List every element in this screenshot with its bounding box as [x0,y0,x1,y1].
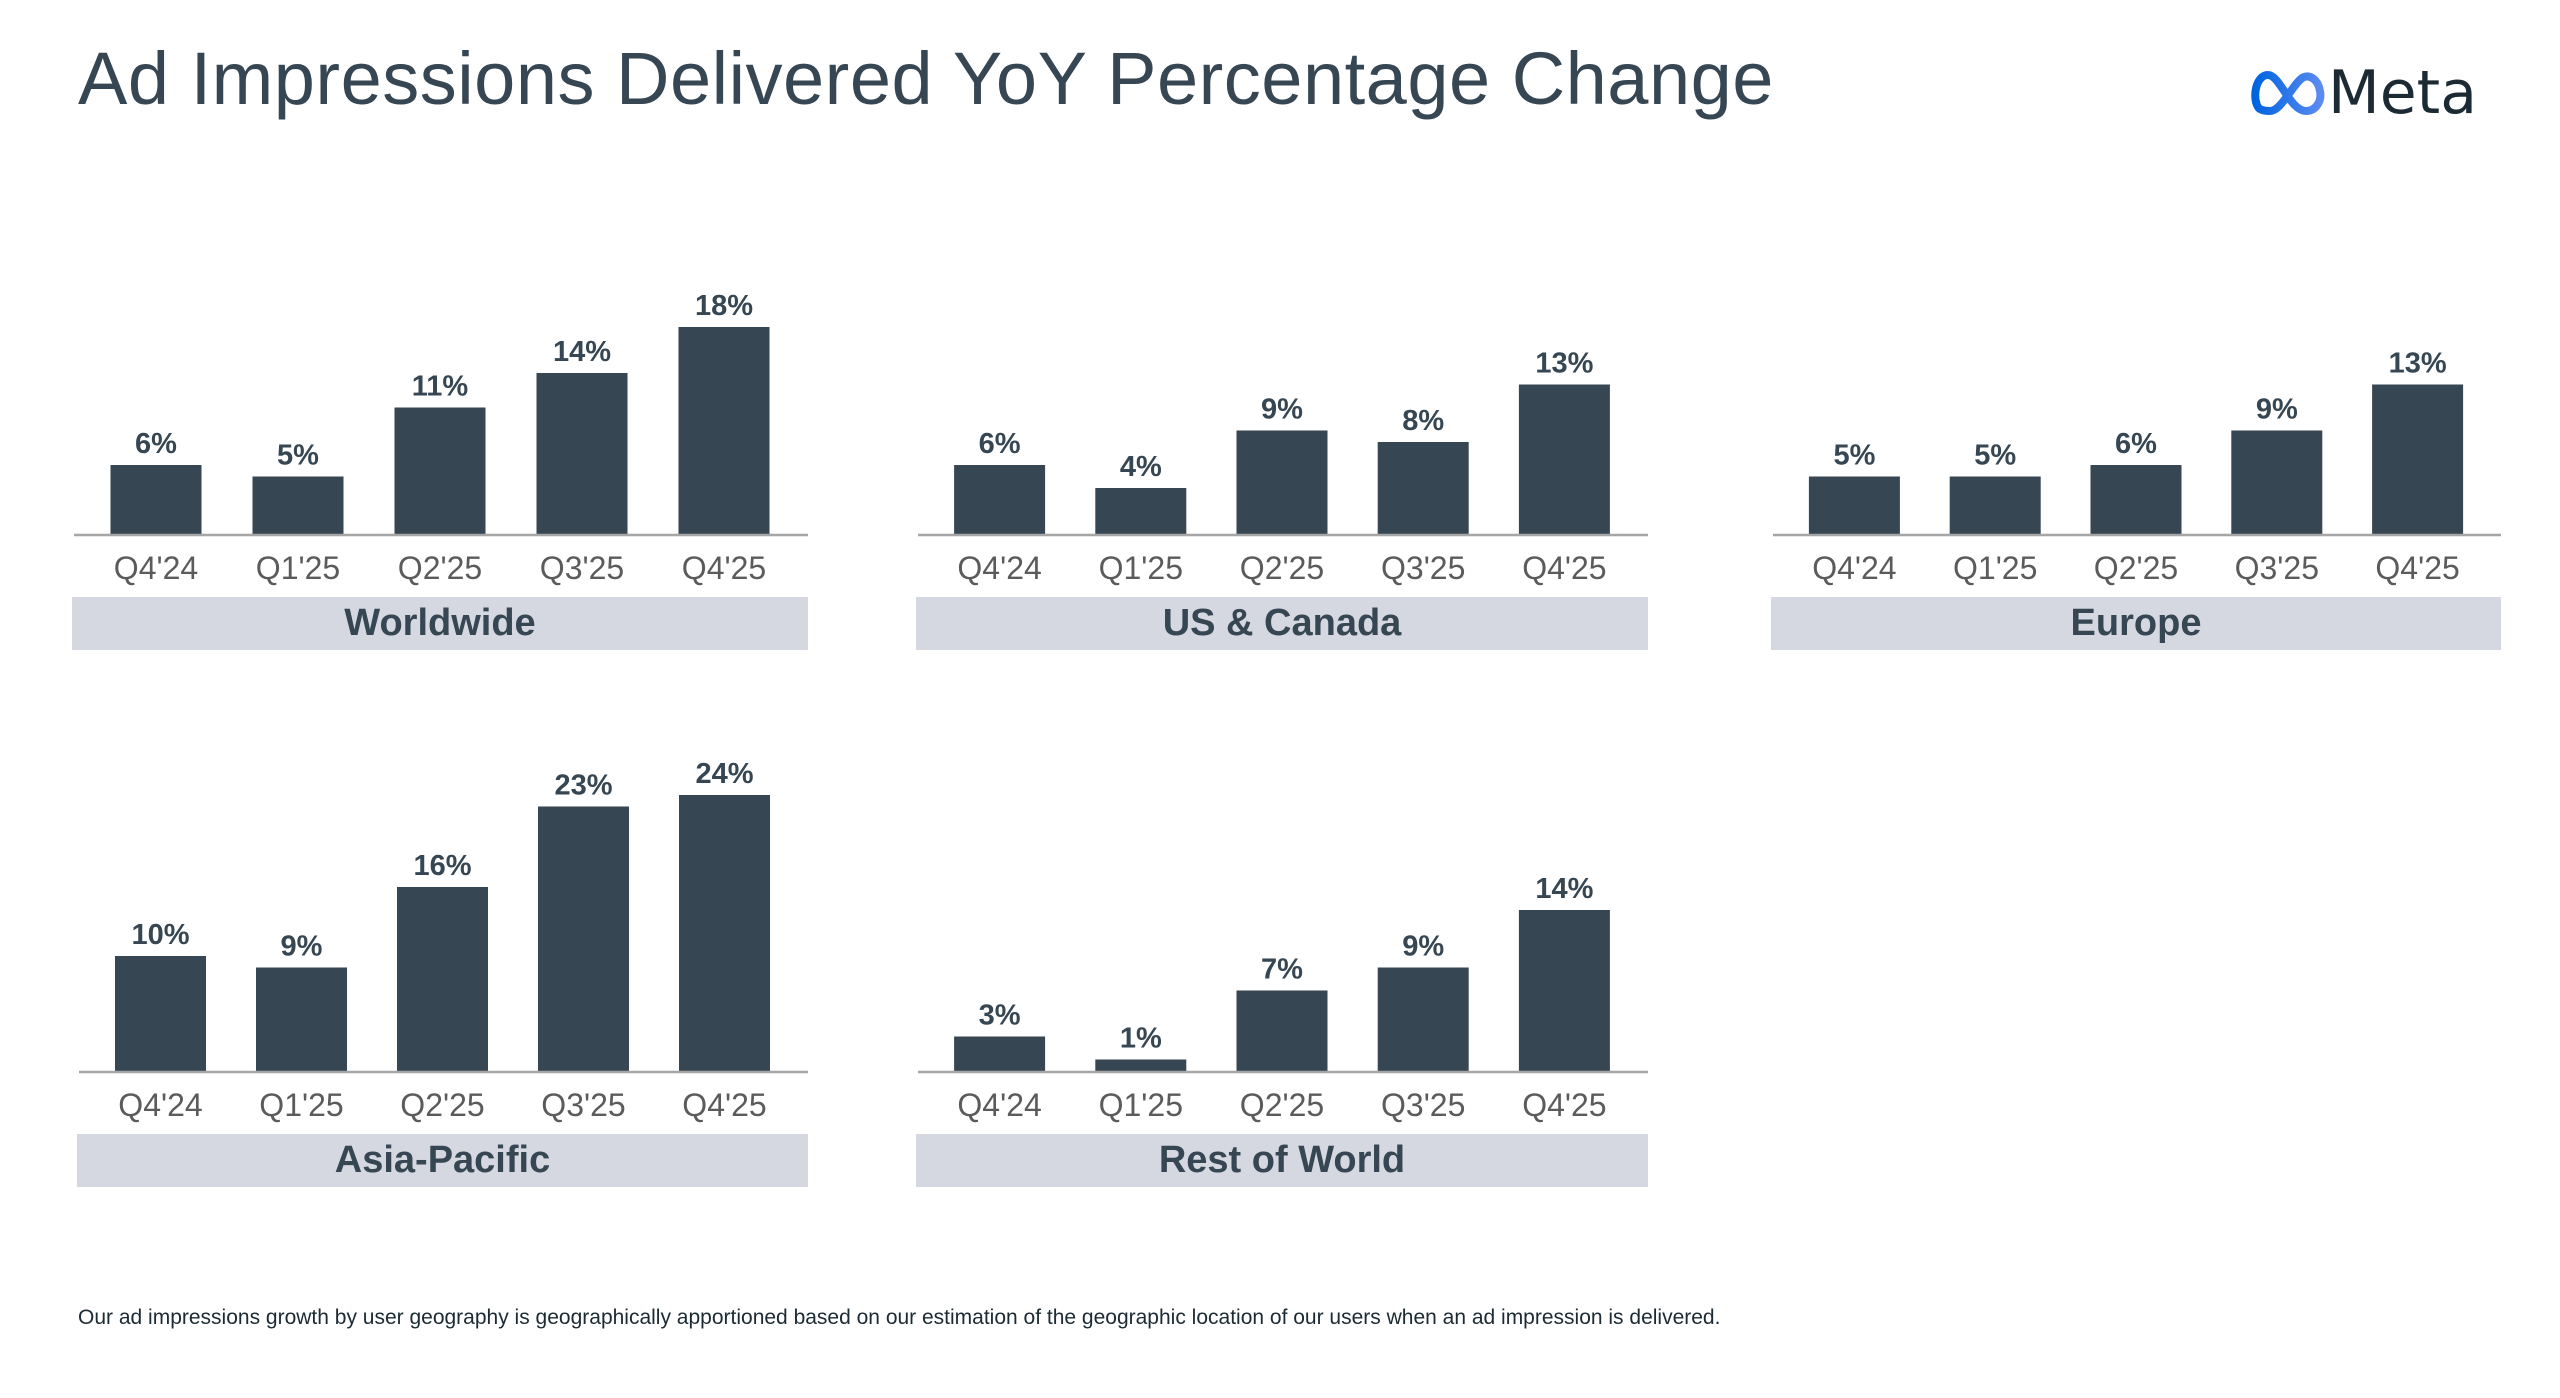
bar-q2-25 [397,887,488,1071]
bar-q1-25 [256,967,347,1071]
bar-q3-25 [536,373,628,534]
meta-infinity-icon [2251,71,2325,115]
x-tick-label: Q2'25 [400,1087,484,1123]
data-label: 16% [413,850,471,882]
data-label: 9% [2256,394,2298,426]
chart-title-band: Rest of World [916,1134,1648,1187]
x-tick-label: Q2'25 [398,550,482,586]
x-tick-label: Q1'25 [259,1087,343,1123]
bar-q3-25 [538,806,629,1071]
x-tick-label: Q4'25 [682,550,766,586]
bar-chart-worldwide: 6% Q4'24 5% Q1'25 11% Q2'25 14% Q3'25 18% Q4'25 [74,290,808,586]
chart-title-band: Europe [1771,597,2501,650]
data-label: 14% [553,336,611,368]
bar-q4-25 [2372,384,2464,534]
x-tick-label: Q1'25 [1099,550,1183,586]
bar-q4-25 [1518,910,1610,1071]
data-label: 9% [281,931,323,963]
data-label: 6% [2115,428,2157,460]
bar-q4-24 [110,465,202,534]
bar-q4-24 [1808,476,1900,534]
bar-q3-25 [1377,967,1469,1071]
bar-q4-25 [678,327,770,534]
x-tick-label: Q4'24 [957,1087,1041,1123]
bar-chart-us-canada: 6% Q4'24 4% Q1'25 9% Q2'25 8% Q3'25 13% Q4'25 [918,348,1648,586]
x-tick-label: Q1'25 [256,550,340,586]
bar-q4-24 [954,465,1046,534]
bar-chart-europe: 5% Q4'24 5% Q1'25 6% Q2'25 9% Q3'25 13% Q4'25 [1773,348,2501,586]
data-label: 7% [1261,954,1303,986]
data-label: 5% [277,440,319,472]
data-label: 8% [1402,405,1444,437]
x-tick-label: Q4'24 [118,1087,202,1123]
data-label: 6% [979,428,1021,460]
data-label: 5% [1974,440,2016,472]
x-tick-label: Q1'25 [1099,1087,1183,1123]
x-tick-label: Q3'25 [541,1087,625,1123]
x-tick-label: Q2'25 [1240,550,1324,586]
chart-title-band: Asia-Pacific [77,1134,808,1187]
x-tick-label: Q4'25 [1522,1087,1606,1123]
x-tick-label: Q3'25 [540,550,624,586]
x-tick-label: Q4'24 [957,550,1041,586]
bar-chart-asia-pacific: 10% Q4'24 9% Q1'25 16% Q2'25 23% Q3'25 24% Q4'25 [79,758,808,1123]
data-label: 14% [1535,873,1593,905]
meta-logo: Meta [2250,58,2477,128]
x-tick-label: Q3'25 [1381,1087,1465,1123]
footnote: Our ad impressions growth by user geogra… [78,1306,1721,1329]
x-tick-label: Q3'25 [2235,550,2319,586]
data-label: 18% [695,290,753,322]
meta-logo-text: Meta [2328,58,2477,128]
x-tick-label: Q4'24 [114,550,198,586]
data-label: 9% [1261,394,1303,426]
bar-q2-25 [1236,430,1328,534]
bar-q1-25 [1949,476,2041,534]
page-title: Ad Impressions Delivered YoY Percentage … [78,37,1774,120]
data-label: 1% [1120,1023,1162,1055]
data-label: 9% [1402,931,1444,963]
x-tick-label: Q4'25 [2375,550,2459,586]
data-label: 3% [979,1000,1021,1032]
x-tick-label: Q4'25 [1522,550,1606,586]
x-tick-label: Q2'25 [1240,1087,1324,1123]
data-label: 6% [135,428,177,460]
bar-q4-24 [954,1036,1046,1071]
bar-q2-25 [394,407,486,534]
bar-q2-25 [2090,465,2182,534]
chart-title-band: Worldwide [72,597,808,650]
x-tick-label: Q4'25 [682,1087,766,1123]
x-tick-label: Q2'25 [2094,550,2178,586]
bar-q1-25 [1095,488,1187,534]
data-label: 13% [2389,348,2447,380]
data-label: 13% [1535,348,1593,380]
bar-q4-25 [679,795,770,1071]
data-label: 11% [412,371,469,403]
bar-q1-25 [1095,1059,1187,1071]
bar-q4-25 [1518,384,1610,534]
x-tick-label: Q3'25 [1381,550,1465,586]
data-label: 4% [1120,451,1162,483]
bar-q3-25 [1377,442,1469,534]
bar-q2-25 [1236,990,1328,1071]
bar-chart-rest-of-world: 3% Q4'24 1% Q1'25 7% Q2'25 9% Q3'25 14% Q4'25 [918,873,1648,1123]
x-tick-label: Q1'25 [1953,550,2037,586]
data-label: 24% [695,758,753,790]
data-label: 23% [554,770,612,802]
x-tick-label: Q4'24 [1812,550,1896,586]
data-label: 10% [131,919,189,951]
bar-q3-25 [2231,430,2323,534]
data-label: 5% [1833,440,1875,472]
chart-title-band: US & Canada [916,597,1648,650]
bar-q4-24 [115,956,206,1071]
bar-q1-25 [252,476,344,534]
